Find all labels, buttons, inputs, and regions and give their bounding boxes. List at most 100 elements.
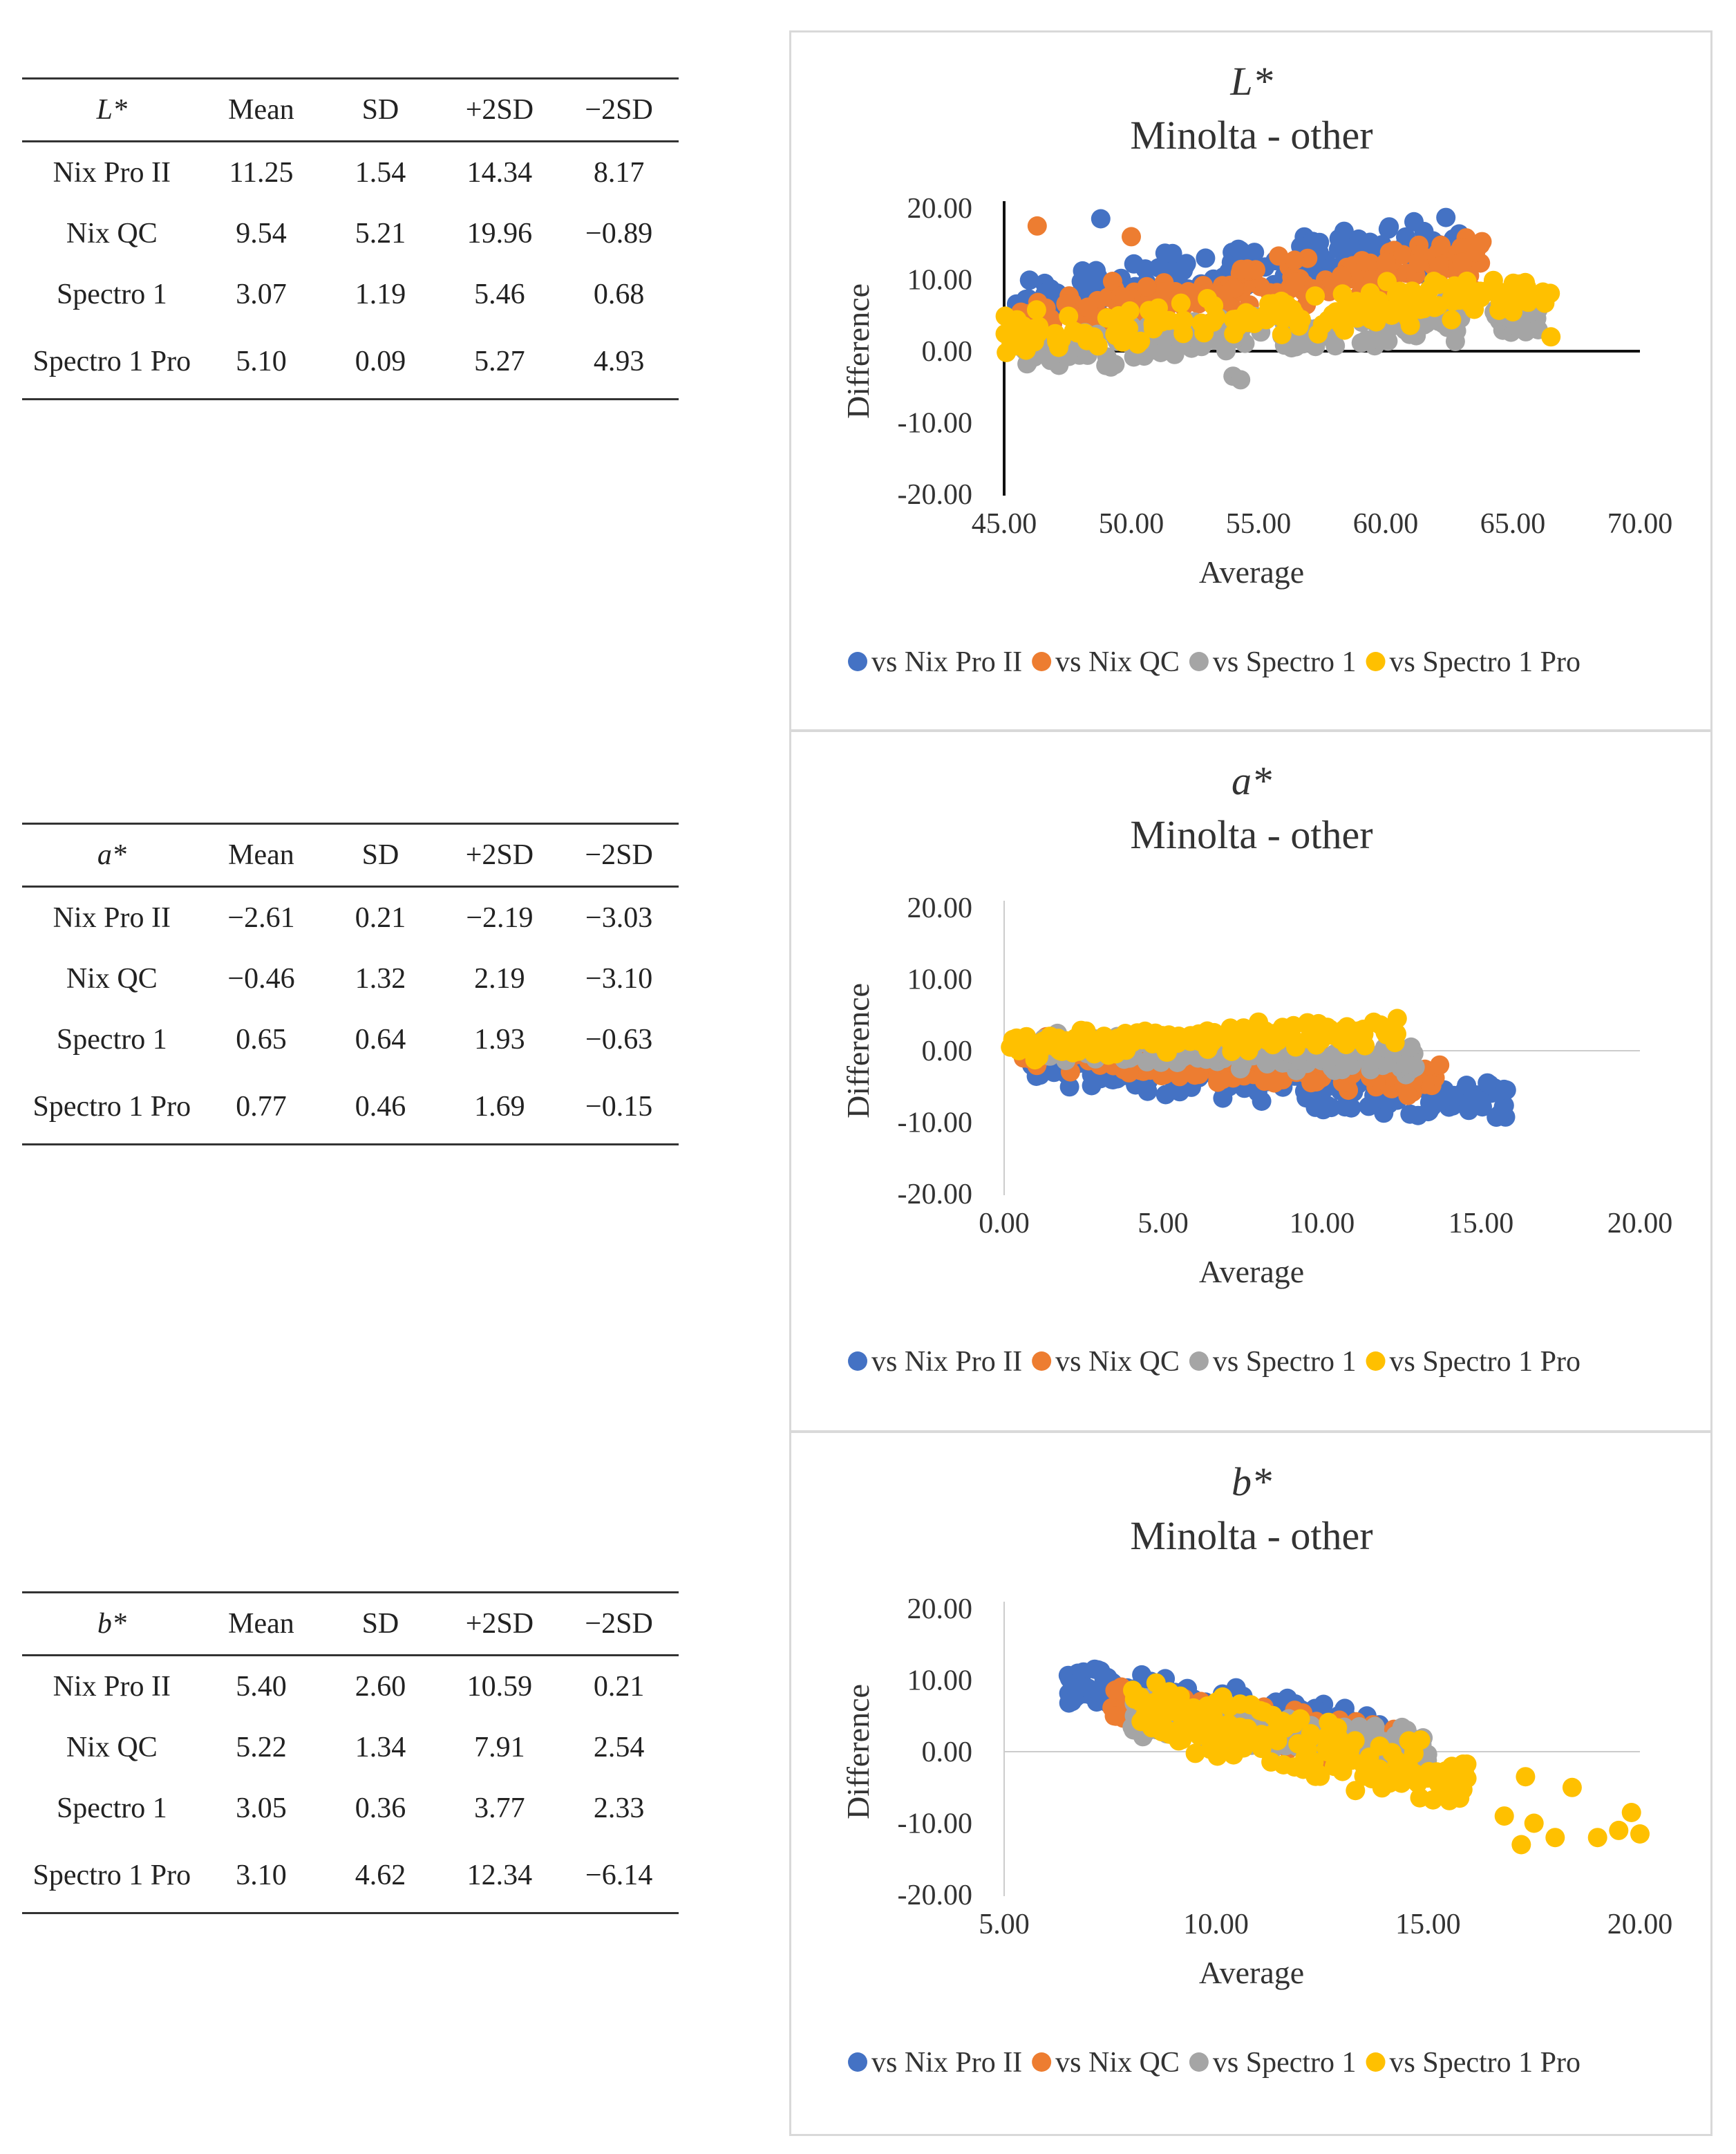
- data-point: [1159, 310, 1179, 330]
- cell: 0.46: [321, 1070, 440, 1145]
- cell: −6.14: [559, 1839, 679, 1914]
- legend-marker: [1032, 1351, 1052, 1371]
- data-point: [1104, 1706, 1124, 1726]
- data-point: [1164, 344, 1185, 364]
- data-point: [1324, 1757, 1344, 1777]
- row-label: Spectro 1: [56, 1792, 167, 1824]
- data-point: [1401, 1037, 1421, 1057]
- plus2sd-header: +2SD: [440, 1591, 560, 1656]
- legend-label: vs Spectro 1 Pro: [1390, 1346, 1581, 1378]
- cell: −2.61: [227, 902, 295, 934]
- x-tick-label: 70.00: [1607, 508, 1673, 540]
- chart-subtitle: Minolta - other: [1130, 1513, 1372, 1558]
- y-tick-label: 10.00: [907, 1665, 973, 1697]
- data-point: [1466, 243, 1486, 263]
- row-label: Nix QC: [66, 218, 158, 250]
- chart-title: a*: [1232, 758, 1272, 803]
- data-point: [1337, 1096, 1357, 1116]
- cell: 14.34: [466, 157, 533, 189]
- cell: 5.27: [440, 325, 560, 400]
- cell: 0.64: [355, 1024, 406, 1056]
- data-point: [1245, 243, 1265, 263]
- data-point: [1237, 259, 1257, 279]
- data-point: [1130, 1687, 1150, 1707]
- data-point: [1199, 1702, 1219, 1722]
- x-tick-label: 55.00: [1226, 508, 1292, 540]
- legend-label: vs Spectro 1 Pro: [1390, 2047, 1581, 2079]
- y-tick-label: 20.00: [907, 892, 973, 924]
- data-point: [1059, 306, 1079, 326]
- data-point: [1496, 1080, 1516, 1100]
- legend-marker: [1189, 652, 1209, 671]
- x-tick-label: 65.00: [1480, 508, 1546, 540]
- data-point: [1398, 1085, 1418, 1105]
- data-point: [1545, 1828, 1565, 1848]
- data-point: [1208, 1072, 1227, 1092]
- data-point: [1490, 282, 1510, 302]
- x-tick-label: 20.00: [1607, 1208, 1673, 1239]
- data-point: [1609, 1820, 1629, 1840]
- data-point: [1172, 1730, 1192, 1750]
- data-point: [1283, 1015, 1303, 1036]
- data-point: [1621, 1803, 1641, 1822]
- cell: 2.54: [593, 1732, 645, 1763]
- data-point: [1387, 1009, 1407, 1029]
- x-axis-label: Average: [1199, 1254, 1304, 1289]
- legend: vs Nix Pro II vs Nix QC vs Spectro 1 vs Spe…: [848, 2047, 1581, 2079]
- cell: 5.46: [474, 279, 525, 310]
- legend-marker: [848, 1351, 867, 1371]
- data-point: [1185, 1743, 1205, 1763]
- data-point: [1293, 1759, 1313, 1779]
- data-point: [1419, 279, 1440, 299]
- sd-header: SD: [321, 1591, 440, 1656]
- data-point: [1187, 1723, 1207, 1743]
- cell: 8.17: [593, 157, 645, 189]
- chart-title: L*: [1229, 59, 1272, 104]
- data-point: [1464, 299, 1484, 319]
- legend-label: vs Nix Pro II: [871, 646, 1022, 678]
- data-point: [1346, 1781, 1366, 1801]
- cell: −3.10: [585, 963, 653, 995]
- y-tick-label: 10.00: [907, 964, 973, 996]
- cell: −3.03: [585, 902, 653, 934]
- data-point: [1511, 1835, 1531, 1855]
- chart-svg: L* Minolta - other 20.00 10.00 0.00 -10.00 -20…: [840, 59, 1673, 678]
- cell: 0.77: [201, 1070, 321, 1145]
- data-point: [1122, 227, 1141, 247]
- table-row: Nix Pro II −2.61 0.21 −2.19 −3.03: [22, 887, 679, 949]
- y-tick-label: -10.00: [898, 408, 973, 440]
- data-point: [1305, 286, 1325, 306]
- data-point: [1442, 288, 1462, 308]
- data-point: [1250, 1701, 1270, 1721]
- stats-table: L* Mean SD +2SD −2SD Nix Pro II 11.25 1.…: [22, 77, 679, 400]
- y-tick-label: 20.00: [907, 1593, 973, 1625]
- data-point: [1352, 251, 1372, 271]
- x-tick-label: 60.00: [1353, 508, 1419, 540]
- legend-label: vs Nix QC: [1055, 646, 1180, 678]
- cell: 7.91: [474, 1732, 525, 1763]
- data-point: [1029, 317, 1049, 337]
- data-point: [1436, 207, 1456, 227]
- data-point: [1457, 1076, 1477, 1095]
- data-point: [1155, 1085, 1176, 1105]
- data-point: [1587, 1828, 1607, 1848]
- data-point: [995, 306, 1015, 326]
- legend-marker: [1189, 2052, 1209, 2072]
- chart-title: b*: [1232, 1459, 1272, 1504]
- data-point: [1102, 272, 1122, 291]
- chart-subtitle: Minolta - other: [1130, 812, 1372, 857]
- stats-table: a* Mean SD +2SD −2SD Nix Pro II −2.61 0.…: [22, 823, 679, 1145]
- data-point: [1330, 1030, 1350, 1049]
- y-tick-label: 20.00: [907, 193, 973, 225]
- x-axis-label: Average: [1199, 1955, 1304, 1990]
- data-point: [1152, 1026, 1172, 1046]
- data-point: [1096, 1032, 1116, 1052]
- data-point: [1299, 1029, 1319, 1049]
- cell: 19.96: [466, 218, 533, 250]
- y-tick-label: 10.00: [907, 265, 973, 297]
- data-point: [1334, 320, 1355, 340]
- data-point: [1176, 254, 1196, 274]
- y-tick-label: -20.00: [898, 479, 973, 511]
- data-point: [1408, 253, 1428, 273]
- data-point: [1301, 1073, 1321, 1093]
